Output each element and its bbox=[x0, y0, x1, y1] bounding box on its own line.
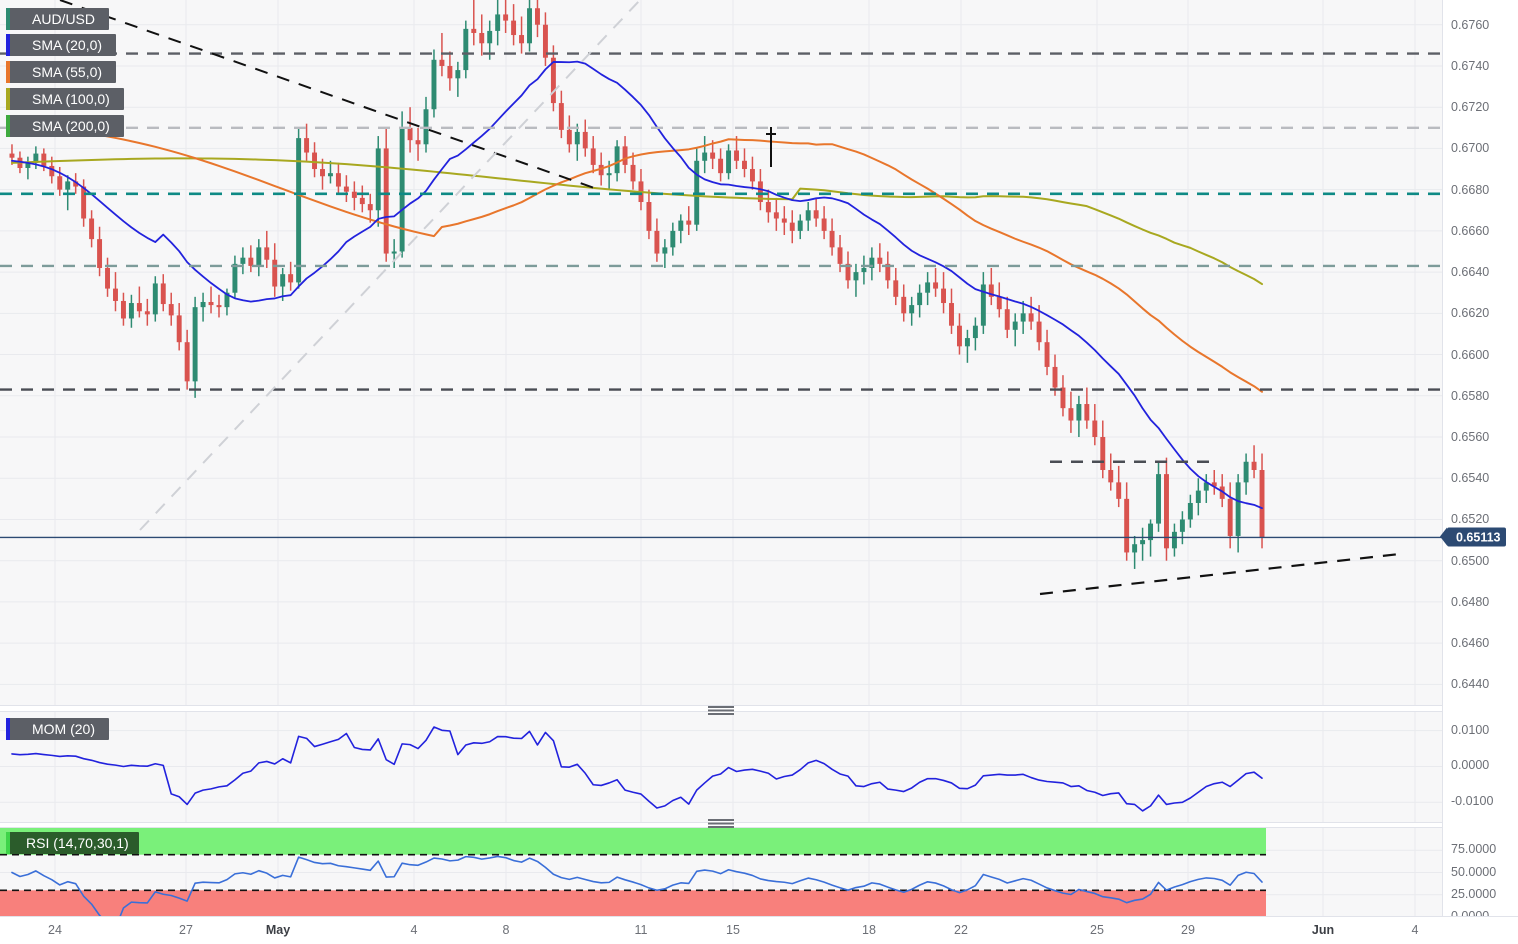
price-pane[interactable] bbox=[0, 0, 1442, 706]
current-price-value: 0.65113 bbox=[1456, 530, 1501, 545]
time-scale[interactable]: 24 27 May 4 8 11 15 18 22 25 29 Jun 4 bbox=[0, 916, 1518, 944]
legend-label: SMA (100,0) bbox=[32, 91, 110, 107]
price-scale[interactable]: 0.6760 0.6740 0.6720 0.6700 0.6680 0.6660 0.66… bbox=[1442, 0, 1518, 923]
momentum-svg bbox=[0, 712, 1442, 822]
price-axis-label: 0.6720 bbox=[1451, 100, 1490, 115]
price-axis-label: 0.6460 bbox=[1451, 636, 1490, 651]
legend-mom[interactable]: MOM (20) bbox=[6, 718, 109, 740]
price-plot[interactable] bbox=[0, 0, 1442, 705]
price-axis-label: 0.6660 bbox=[1451, 223, 1490, 238]
legend-color-swatch bbox=[6, 61, 10, 83]
time-axis-label: 22 bbox=[954, 923, 968, 937]
price-axis-label: 0.6440 bbox=[1451, 677, 1490, 692]
time-axis-label: 15 bbox=[726, 923, 740, 937]
legend-sma-20-0[interactable]: SMA (20,0) bbox=[6, 34, 117, 56]
price-axis-label: 0.6580 bbox=[1451, 388, 1490, 403]
time-axis-label: 24 bbox=[48, 923, 62, 937]
crosshair-horizontal bbox=[766, 133, 776, 135]
legend-color-swatch bbox=[6, 34, 10, 56]
mom-color-swatch bbox=[6, 718, 10, 740]
time-axis-label: 8 bbox=[502, 923, 510, 937]
price-axis-label: 0.6560 bbox=[1451, 430, 1490, 445]
time-axis-label: 29 bbox=[1181, 923, 1195, 937]
rsi-plot[interactable] bbox=[0, 828, 1442, 917]
price-axis-label: 0.6480 bbox=[1451, 594, 1490, 609]
legend-rsi-label: RSI (14,70,30,1) bbox=[26, 835, 129, 851]
legend-sma-55-0[interactable]: SMA (55,0) bbox=[6, 61, 117, 83]
legend-label: SMA (200,0) bbox=[32, 118, 110, 134]
legend-mom-label: MOM (20) bbox=[32, 721, 95, 737]
legend-label: SMA (20,0) bbox=[32, 37, 103, 53]
price-axis-label: 0.6680 bbox=[1451, 182, 1490, 197]
legend-aud-usd[interactable]: AUD/USD bbox=[6, 8, 110, 30]
momentum-axis-label: -0.0100 bbox=[1451, 794, 1494, 809]
legend-color-swatch bbox=[6, 115, 10, 137]
legend-label: SMA (55,0) bbox=[32, 64, 103, 80]
rsi-axis-label: 50.0000 bbox=[1451, 864, 1497, 879]
price-axis-label: 0.6620 bbox=[1451, 306, 1490, 321]
time-axis-label: Jun bbox=[1311, 923, 1335, 937]
price-axis-label: 0.6520 bbox=[1451, 512, 1490, 527]
legend-sma-100-0[interactable]: SMA (100,0) bbox=[6, 88, 124, 110]
momentum-axis-label: 0.0100 bbox=[1451, 722, 1490, 737]
time-axis-label: 27 bbox=[179, 923, 193, 937]
price-svg bbox=[0, 0, 1442, 705]
legend-label: AUD/USD bbox=[32, 11, 96, 27]
price-axis-label: 0.6500 bbox=[1451, 553, 1490, 568]
pane-resize-handle-price-mom[interactable] bbox=[708, 706, 734, 715]
price-axis-label: 0.6640 bbox=[1451, 265, 1490, 280]
time-axis-label: 4 bbox=[410, 923, 418, 937]
rsi-svg bbox=[0, 828, 1442, 917]
price-axis-label: 0.6540 bbox=[1451, 471, 1490, 486]
time-axis-label: 25 bbox=[1090, 923, 1104, 937]
legend-color-swatch bbox=[6, 88, 10, 110]
momentum-pane[interactable] bbox=[0, 711, 1442, 823]
legend-sma-200-0[interactable]: SMA (200,0) bbox=[6, 115, 124, 137]
rsi-color-swatch bbox=[6, 832, 10, 854]
pane-resize-handle-mom-rsi[interactable] bbox=[708, 819, 734, 828]
time-axis-label: May bbox=[265, 923, 291, 937]
rsi-axis-label: 75.0000 bbox=[1451, 842, 1497, 857]
momentum-plot[interactable] bbox=[0, 712, 1442, 822]
time-axis-label: 4 bbox=[1411, 923, 1419, 937]
price-axis-label: 0.6740 bbox=[1451, 58, 1490, 73]
legend-color-swatch bbox=[6, 8, 10, 30]
current-price-badge: 0.65113 bbox=[1440, 527, 1506, 547]
time-axis-label: 18 bbox=[862, 923, 876, 937]
momentum-axis-label: 0.0000 bbox=[1451, 758, 1490, 773]
price-axis-label: 0.6760 bbox=[1451, 17, 1490, 32]
rsi-pane[interactable] bbox=[0, 827, 1442, 918]
legend-rsi[interactable]: RSI (14,70,30,1) bbox=[6, 832, 139, 854]
rsi-axis-label: 25.0000 bbox=[1451, 886, 1497, 901]
crosshair-vertical bbox=[770, 127, 772, 167]
price-axis-label: 0.6600 bbox=[1451, 347, 1490, 362]
price-axis-label: 0.6700 bbox=[1451, 141, 1490, 156]
time-axis-label: 11 bbox=[634, 923, 648, 937]
